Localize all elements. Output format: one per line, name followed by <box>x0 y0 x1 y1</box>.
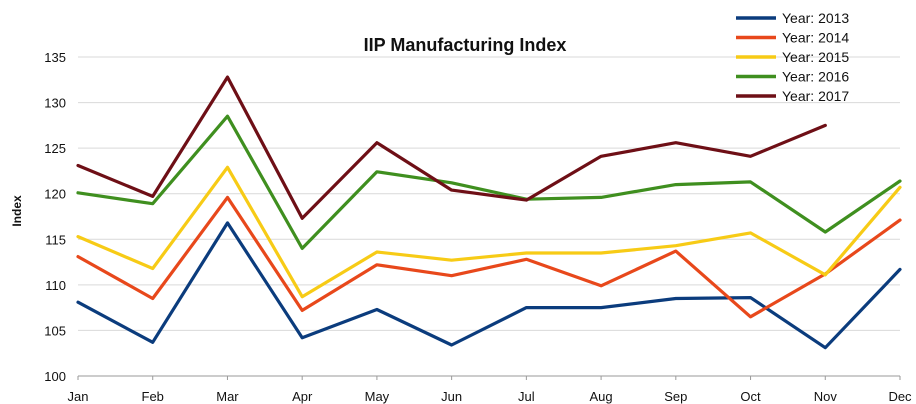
series-line-year-2016 <box>76 114 902 250</box>
y-tick-label: 110 <box>45 278 66 293</box>
y-tick-label: 130 <box>44 96 66 111</box>
x-tick-label: Sep <box>664 389 687 404</box>
series-line-year-2014 <box>76 195 902 319</box>
legend-label: Year: 2016 <box>782 69 849 85</box>
legend-label: Year: 2014 <box>782 30 849 46</box>
x-tick-label: Dec <box>888 389 912 404</box>
axes: 100 105 110 115 120 125 130 135 Jan Feb Mar Apr May J… <box>44 50 912 404</box>
y-tick-label: 115 <box>45 232 66 247</box>
x-tick-label: Aug <box>590 389 613 404</box>
y-axis-title: Index <box>10 195 24 227</box>
x-tick-label: Oct <box>740 389 761 404</box>
series-line-year-2017 <box>76 75 827 220</box>
legend-label: Year: 2015 <box>782 49 849 65</box>
chart-title: IIP Manufacturing Index <box>364 35 567 55</box>
x-tick-label: Jun <box>441 389 462 404</box>
x-tick-label: Jan <box>68 389 89 404</box>
x-tick-label: Apr <box>292 389 313 404</box>
y-tick-label: 120 <box>44 187 66 202</box>
y-tick-label: 135 <box>44 50 66 65</box>
series-group <box>76 75 902 350</box>
series-line-year-2015 <box>76 165 902 299</box>
y-tick-label: 125 <box>44 141 66 156</box>
grid <box>78 56 900 377</box>
x-tick-label: Mar <box>216 389 239 404</box>
x-tick-label: May <box>365 389 390 404</box>
y-tick-label: 105 <box>44 323 66 338</box>
series-line-year-2013 <box>76 221 902 350</box>
x-tick-label: Nov <box>814 389 838 404</box>
y-tick-label: 100 <box>44 369 66 384</box>
legend: Year: 2013 Year: 2014 Year: 2015 Year: 2016… <box>736 10 849 104</box>
legend-label: Year: 2017 <box>782 88 849 104</box>
x-tick-label: Jul <box>518 389 535 404</box>
legend-label: Year: 2013 <box>782 10 849 26</box>
x-tick-label: Feb <box>142 389 164 404</box>
